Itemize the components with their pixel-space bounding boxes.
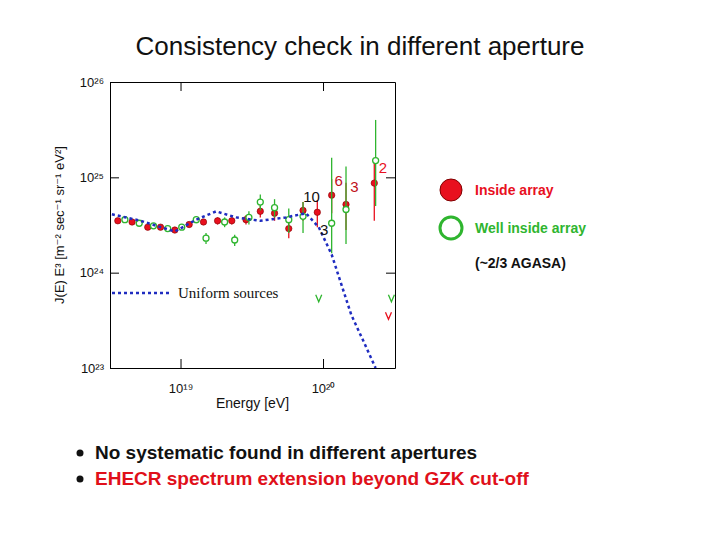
x-axis-title: Energy [eV] <box>216 395 289 411</box>
tick-mark <box>323 82 324 91</box>
tick: 10²³ <box>81 361 119 376</box>
legend-swatch <box>440 179 462 201</box>
tick-mark <box>110 368 119 369</box>
point <box>200 219 206 225</box>
tick-mark <box>110 177 119 178</box>
annotation: 10 <box>303 188 320 205</box>
point <box>229 218 235 224</box>
tick-mark <box>386 82 395 83</box>
annotation: 6 <box>335 172 343 189</box>
legend-note: (~2/3 AGASA) <box>475 255 566 271</box>
tick-mark <box>110 82 119 83</box>
tick: 10²⁶ <box>80 75 119 90</box>
tick <box>386 82 395 83</box>
tick-mark <box>110 273 119 274</box>
tick: 10²⁰ <box>312 359 336 396</box>
annotation: 2 <box>379 159 387 176</box>
error-bar <box>331 158 332 253</box>
bullet-text: No systematic found in different apertur… <box>95 442 477 463</box>
tick-label: 10²⁰ <box>312 381 336 396</box>
tick-label: 10²⁴ <box>80 265 104 280</box>
tick: 10¹⁹ <box>169 359 193 396</box>
plot-area <box>112 120 395 368</box>
y-axis: 10²³ 10²⁴ 10²⁵ 10²⁶ <box>80 75 119 376</box>
upper-limit <box>316 295 322 302</box>
series <box>385 312 391 319</box>
axis-line <box>111 368 396 369</box>
tick <box>181 82 182 91</box>
point <box>371 180 377 186</box>
tick-mark <box>181 82 182 91</box>
tick-mark <box>323 359 324 368</box>
annotation: 3 <box>350 178 358 195</box>
x-axis-top <box>111 82 396 91</box>
tick <box>386 368 395 369</box>
point <box>343 206 349 212</box>
tick: 10²⁵ <box>80 170 119 185</box>
tick-mark <box>386 177 395 178</box>
tick <box>386 177 395 178</box>
point <box>314 209 320 215</box>
point <box>214 218 220 224</box>
axis-line <box>110 83 111 369</box>
legend-label: Uniform sources <box>178 285 279 301</box>
bullet-text: EHECR spectrum extension beyond GZK cut-… <box>95 468 530 489</box>
upper-limit <box>385 312 391 319</box>
error-bar <box>345 166 346 243</box>
point <box>329 220 335 226</box>
legend-label: Inside array <box>475 182 554 198</box>
tick-mark <box>181 359 182 368</box>
point <box>203 235 209 241</box>
point <box>257 199 263 205</box>
tick-label: 10²⁵ <box>80 170 104 185</box>
bullet-dot <box>77 450 84 457</box>
series <box>316 295 395 302</box>
upper-limit <box>388 295 394 302</box>
tick-mark <box>386 273 395 274</box>
y-axis-right <box>386 83 396 369</box>
legend-label: Well inside array <box>475 220 586 236</box>
series <box>112 211 376 368</box>
axis-line <box>111 82 396 83</box>
x-axis: 10¹⁹ 10²⁰ <box>111 359 396 396</box>
tick-label: 10²³ <box>81 361 105 376</box>
tick-mark <box>386 368 395 369</box>
slide: Consistency check in different aperture 1… <box>0 0 720 540</box>
bullet-dot <box>77 476 84 483</box>
point <box>222 219 228 225</box>
legend-swatch <box>112 292 172 295</box>
legend-swatch <box>440 217 462 239</box>
series <box>122 120 379 253</box>
tick <box>386 273 395 274</box>
axis-line <box>395 83 396 369</box>
tick-label: 10²⁶ <box>80 75 104 90</box>
chart-title: Consistency check in different aperture <box>136 31 585 61</box>
line <box>112 211 376 368</box>
point <box>115 218 121 224</box>
y-axis-title: J(E) E³ [m⁻² sec⁻¹ sr⁻¹ eV²] <box>52 146 67 304</box>
tick: 10²⁴ <box>80 265 119 280</box>
tick <box>323 82 324 91</box>
tick-label: 10¹⁹ <box>169 381 193 396</box>
annotation: 3 <box>320 221 328 238</box>
error-bar <box>374 158 375 221</box>
point <box>272 205 278 211</box>
point <box>232 237 238 243</box>
